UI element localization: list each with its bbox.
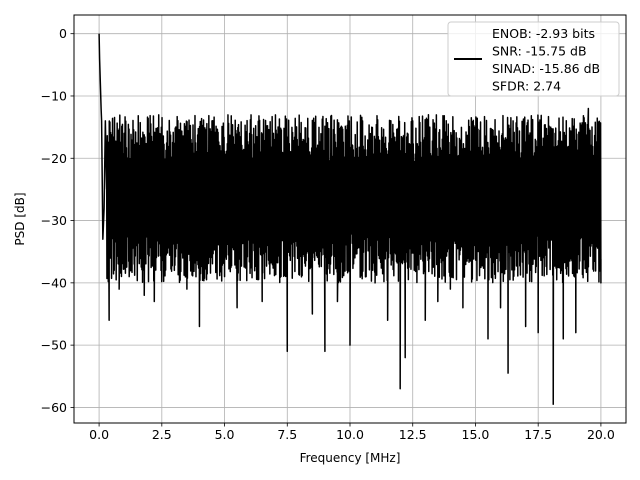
legend-label-line: ENOB: -2.93 bits [492, 26, 595, 41]
legend-box [447, 21, 620, 97]
x-tick-label: 20.0 [587, 427, 615, 442]
x-tick-label: 12.5 [399, 427, 427, 442]
x-axis-label: Frequency [MHz] [300, 451, 401, 465]
x-tick-label: 15.0 [462, 427, 490, 442]
y-tick-label: −50 [41, 338, 67, 353]
y-axis-label: PSD [dB] [13, 192, 27, 245]
x-tick-label: 10.0 [336, 427, 364, 442]
x-tick-label: 0.0 [89, 427, 109, 442]
psd-series-line [98, 33, 602, 406]
y-tick-label: −60 [41, 400, 67, 415]
legend: ENOB: -2.93 bits SNR: -15.75 dB SINAD: -15… [447, 21, 620, 97]
y-tick-label: −30 [41, 213, 67, 228]
y-tick-label: 0 [59, 26, 67, 41]
legend-label-line: SFDR: 2.74 [492, 79, 561, 94]
legend-label-line: SNR: -15.75 dB [492, 44, 587, 59]
data-layer [98, 33, 602, 406]
y-tick-label: −20 [41, 151, 67, 166]
x-tick-label: 2.5 [152, 427, 172, 442]
x-tick-label: 7.5 [277, 427, 297, 442]
x-tick-label: 5.0 [215, 427, 235, 442]
ticks: 0.0 2.5 5.0 7.5 10.0 12.5 15.0 17.5 20.0 0 −10 −20 −… [41, 26, 615, 442]
x-tick-label: 17.5 [524, 427, 552, 442]
y-tick-label: −10 [41, 88, 67, 103]
y-tick-label: −40 [41, 275, 67, 290]
legend-label: ENOB: -2.93 bits SNR: -15.75 dB SINAD: -15… [492, 26, 600, 94]
legend-label-line: SINAD: -15.86 dB [492, 61, 600, 76]
